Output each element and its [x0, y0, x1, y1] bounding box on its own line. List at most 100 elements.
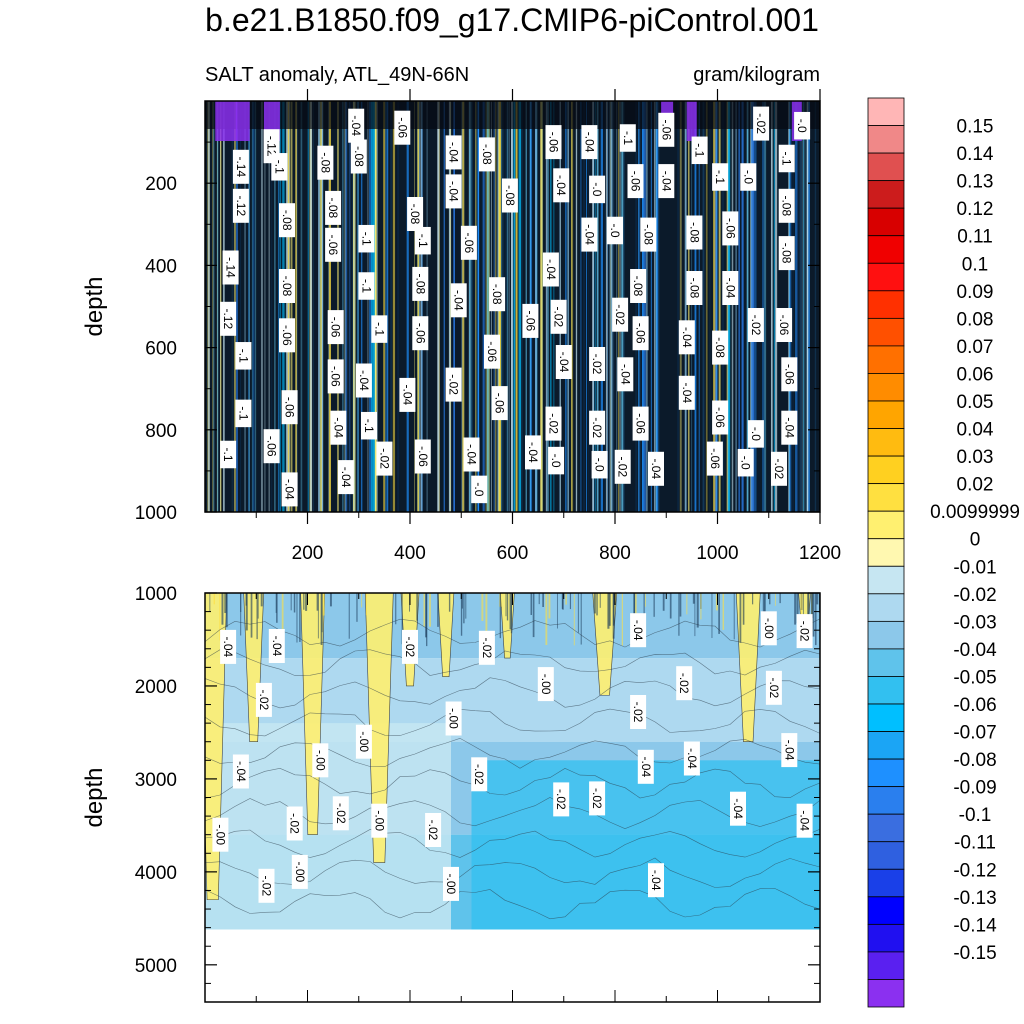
field-streak [770, 101, 773, 512]
contour-label: -.08 [412, 266, 429, 301]
contour-label-box [332, 796, 349, 831]
panel-subtitle-units: gram/kilogram [693, 64, 820, 86]
contour-label: -.08 [501, 178, 518, 213]
field-streak [485, 101, 488, 512]
contour-label: -.08 [478, 137, 495, 172]
contour-line [205, 677, 820, 709]
colorbar-label: 0.0099999 [930, 502, 1020, 523]
field-streak [802, 593, 804, 618]
contour-label-box [258, 868, 275, 903]
field-streak [221, 593, 224, 625]
field-streak [342, 101, 344, 512]
field-streak [657, 101, 660, 512]
contour-label: -.04 [781, 410, 798, 445]
field-streak [610, 101, 612, 512]
field-streak [437, 101, 440, 512]
contour-label: -.06 [414, 439, 431, 474]
field-streak [372, 101, 374, 512]
contour-label-text: -.1 [236, 406, 250, 420]
field-streak [276, 593, 278, 623]
contour-label-text: -.06 [416, 446, 430, 467]
contour-label-box [355, 363, 372, 398]
contour-label-text: -.02 [447, 374, 461, 395]
field-streak [213, 101, 215, 512]
field-streak [803, 101, 804, 512]
y-tick-label: 400 [145, 256, 177, 277]
field-streak [448, 101, 452, 512]
field-streak [505, 593, 507, 617]
contour-label: -.04 [450, 283, 467, 318]
contour-label-text: -.00 [213, 824, 227, 845]
colorbar-swatch [867, 896, 905, 925]
colorbar-label: -0.08 [953, 750, 996, 771]
field-streak [520, 101, 524, 512]
contour-label-box [637, 749, 654, 784]
field-streak [251, 101, 253, 512]
contour-label: -.08 [686, 271, 703, 305]
field-streak [727, 101, 729, 512]
contour-label: -.06 [279, 318, 295, 353]
contour-label-box [271, 153, 288, 181]
field-streak [641, 101, 644, 512]
contour-label: -.0 [589, 175, 606, 204]
field-streak [796, 593, 799, 624]
field-streak [677, 101, 680, 512]
colorbar-label: -0.07 [953, 723, 996, 744]
field-streak [567, 101, 569, 512]
contour-label-box [471, 757, 488, 792]
colorbar-swatch [867, 648, 905, 677]
contour-label-text: -.02 [767, 677, 781, 698]
field-streak [386, 101, 388, 512]
contour-label: -.08 [778, 236, 795, 271]
contour-label-text: -.08 [687, 278, 701, 299]
contour-label-text: -.02 [677, 673, 691, 694]
contour-label: -.0 [737, 448, 754, 477]
field-streak [593, 593, 596, 614]
colorbar-swatch [867, 235, 905, 264]
contour-label-text: -.04 [526, 442, 540, 463]
contour-label-box [235, 399, 252, 428]
contour-label-text: -.04 [680, 327, 694, 348]
y-tick-label: 1000 [135, 503, 177, 524]
colorbar-label: -0.15 [953, 943, 996, 964]
contour-label-text: -.02 [613, 304, 627, 325]
contour-label-text: -.04 [782, 740, 796, 761]
contour-label-text: -.02 [749, 315, 763, 336]
contour-label: -.1 [235, 342, 252, 370]
field-streak [320, 593, 323, 645]
contour-label-text: -.1 [359, 232, 373, 246]
contour-label-box [312, 743, 329, 778]
field-streak [561, 593, 564, 609]
contour-label: -.1 [361, 411, 377, 440]
contour-label-text: -.08 [780, 195, 794, 216]
field-streak [679, 593, 682, 617]
y-tick-label: 3000 [135, 770, 177, 791]
x-tick-label: 800 [599, 543, 631, 564]
contour-label-text: -.02 [377, 448, 391, 469]
contour-label-box [545, 125, 562, 160]
y-tick-label: 200 [145, 174, 177, 195]
contour-label: -.14 [232, 149, 249, 184]
field-streak [351, 101, 354, 512]
contour-label-box [683, 741, 700, 776]
field-streak [281, 101, 284, 512]
field-streak [580, 593, 582, 645]
field-streak [635, 593, 637, 629]
contour-label: -.1 [371, 315, 388, 343]
contour-line [205, 767, 820, 799]
contour-label-box [794, 111, 811, 140]
colorbar-swatch [867, 923, 905, 953]
contour-label: -.08 [279, 269, 295, 303]
contour-label-box [619, 124, 636, 152]
x-tick-label: 400 [394, 543, 426, 564]
colorbar-swatch [867, 731, 905, 760]
contour-label-box [317, 145, 334, 180]
contour-label: -.0 [591, 450, 608, 479]
field-streak [804, 101, 806, 512]
contour-label: -.02 [765, 670, 782, 705]
contour-label-text: -.12 [221, 308, 235, 329]
colorbar-swatch [867, 262, 905, 292]
contour-label-box [371, 315, 388, 343]
field-streak [799, 101, 802, 512]
contour-label-text: -.04 [465, 444, 479, 465]
